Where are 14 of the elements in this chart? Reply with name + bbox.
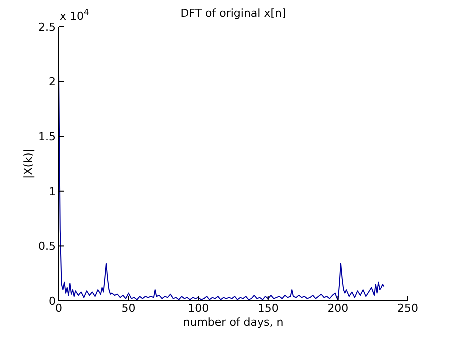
- y-tick-label: 1.5: [38, 130, 56, 144]
- y-tick-label: 2: [49, 76, 56, 89]
- y-tick-label: 0.5: [38, 240, 56, 254]
- text: x 10$^{4}$: [60, 7, 90, 23]
- x-tick-label: 200: [328, 302, 349, 315]
- y-tick-label: 1: [49, 185, 56, 198]
- x-tick-label: 250: [398, 302, 418, 315]
- chart-title: DFT of original x[n]: [180, 7, 286, 20]
- y-tick-label: 2.5: [38, 20, 56, 34]
- y-axis-title: |X(k)|: [22, 149, 35, 179]
- x-tick-label: 50: [122, 302, 136, 315]
- x-axis-title: number of days, n: [183, 316, 284, 329]
- x-tick-label: 100: [188, 302, 210, 315]
- x-tick-label: 150: [258, 302, 279, 315]
